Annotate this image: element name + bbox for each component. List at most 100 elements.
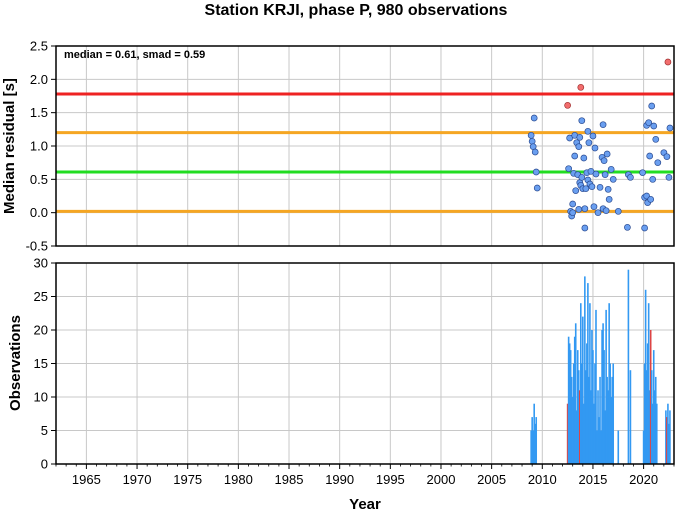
observation-bar — [665, 410, 667, 464]
residual-y-tick-label: 1.5 — [30, 105, 48, 120]
residual-point — [646, 152, 654, 160]
residual-point — [588, 183, 596, 191]
observation-bar — [601, 330, 603, 464]
observations-y-tick-label: 15 — [34, 356, 48, 371]
observations-y-axis-label: Observations — [7, 315, 24, 411]
outlier-point — [664, 58, 672, 66]
residual-point — [599, 121, 607, 129]
residual-point — [569, 209, 577, 217]
observations-y-ticks: 30 25 20 15 10 5 0 — [34, 256, 56, 472]
residual-point — [531, 148, 539, 156]
chart-title: Station KRJI, phase P, 980 observations — [205, 2, 508, 19]
residual-point — [666, 124, 674, 132]
observation-bar — [595, 309, 597, 464]
residual-point — [654, 159, 662, 167]
residual-point — [572, 187, 580, 195]
observation-bar — [642, 430, 645, 464]
observations-y-tick-label: 25 — [34, 289, 48, 304]
observation-bar — [647, 303, 650, 464]
residual-point — [585, 139, 593, 147]
observation-bar — [666, 417, 668, 464]
year-x-tick-label: 2010 — [528, 472, 557, 487]
residual-point — [530, 114, 538, 122]
residual-y-axis-label: Median residual [s] — [1, 78, 18, 214]
residual-point — [596, 183, 604, 191]
observation-bar — [584, 276, 586, 464]
observation-bars — [530, 269, 671, 464]
residual-point — [604, 185, 612, 193]
observation-bar — [645, 370, 648, 464]
residual-point — [589, 132, 597, 140]
residual-panel: 2.5 2.0 1.5 1.0 0.5 0.0 -0.5 median = 0.61, sm… — [1, 39, 675, 254]
residual-y-tick-label: 2.0 — [30, 72, 48, 87]
residual-point — [602, 207, 610, 215]
observation-bar — [587, 283, 589, 464]
year-x-tick-label: 1995 — [376, 472, 405, 487]
residual-point — [578, 173, 586, 181]
year-x-tick-label: 1965 — [72, 472, 101, 487]
residual-point — [663, 153, 671, 161]
observation-bar — [646, 343, 649, 464]
residual-point — [571, 152, 579, 160]
residual-point — [569, 200, 577, 208]
observations-y-tick-label: 0 — [41, 457, 48, 472]
residual-y-tick-label: 0.0 — [30, 205, 48, 220]
observation-bar — [581, 363, 583, 464]
observation-bar — [617, 430, 620, 464]
residual-point — [645, 119, 653, 127]
observation-bar — [603, 350, 605, 464]
observation-bar — [589, 303, 591, 464]
observation-bar — [588, 376, 590, 464]
observation-bar — [590, 390, 592, 464]
observation-bar — [576, 350, 579, 464]
observation-bar — [597, 390, 599, 464]
observations-y-tick-label: 10 — [34, 390, 48, 405]
year-x-tick-label: 1975 — [173, 472, 202, 487]
observation-bar — [610, 397, 612, 464]
residual-point — [565, 165, 572, 173]
residual-point — [600, 157, 608, 165]
observation-bar — [579, 303, 582, 464]
residual-point — [581, 224, 589, 232]
residual-point — [580, 154, 588, 162]
observation-bar — [612, 363, 615, 464]
observation-bar — [594, 363, 596, 464]
observation-bar — [572, 363, 575, 464]
residual-point — [624, 223, 631, 231]
year-x-tick-label: 2005 — [477, 472, 506, 487]
observation-bar — [570, 376, 573, 464]
observation-bar — [532, 430, 534, 464]
residual-point — [532, 168, 540, 176]
observation-bar — [592, 350, 594, 464]
observations-y-tick-label: 20 — [34, 323, 48, 338]
observation-bar — [599, 376, 601, 464]
observation-bar — [573, 336, 576, 464]
observation-bar — [606, 376, 608, 464]
observation-bar — [598, 417, 600, 464]
observation-bar — [531, 417, 533, 464]
residual-point — [594, 209, 602, 217]
year-x-tick-label: 1970 — [123, 472, 152, 487]
residual-point — [581, 205, 589, 213]
residual-point — [607, 165, 615, 173]
observation-bar — [607, 390, 609, 464]
residual-point — [578, 117, 586, 125]
observation-bar — [651, 403, 654, 464]
observation-bar — [653, 390, 656, 464]
observation-bar — [669, 410, 671, 464]
residual-point — [575, 143, 583, 151]
residual-points — [527, 58, 674, 232]
year-x-tick-label: 2020 — [629, 472, 658, 487]
observation-bar — [568, 343, 571, 464]
observation-bar — [629, 370, 632, 464]
observation-bar — [667, 403, 669, 464]
observation-bar — [571, 397, 574, 464]
residual-point — [566, 134, 573, 142]
observation-bar — [534, 423, 537, 464]
observation-bar — [609, 363, 611, 464]
observation-bar — [569, 350, 572, 464]
residual-point — [591, 144, 599, 152]
residual-point — [592, 170, 600, 178]
